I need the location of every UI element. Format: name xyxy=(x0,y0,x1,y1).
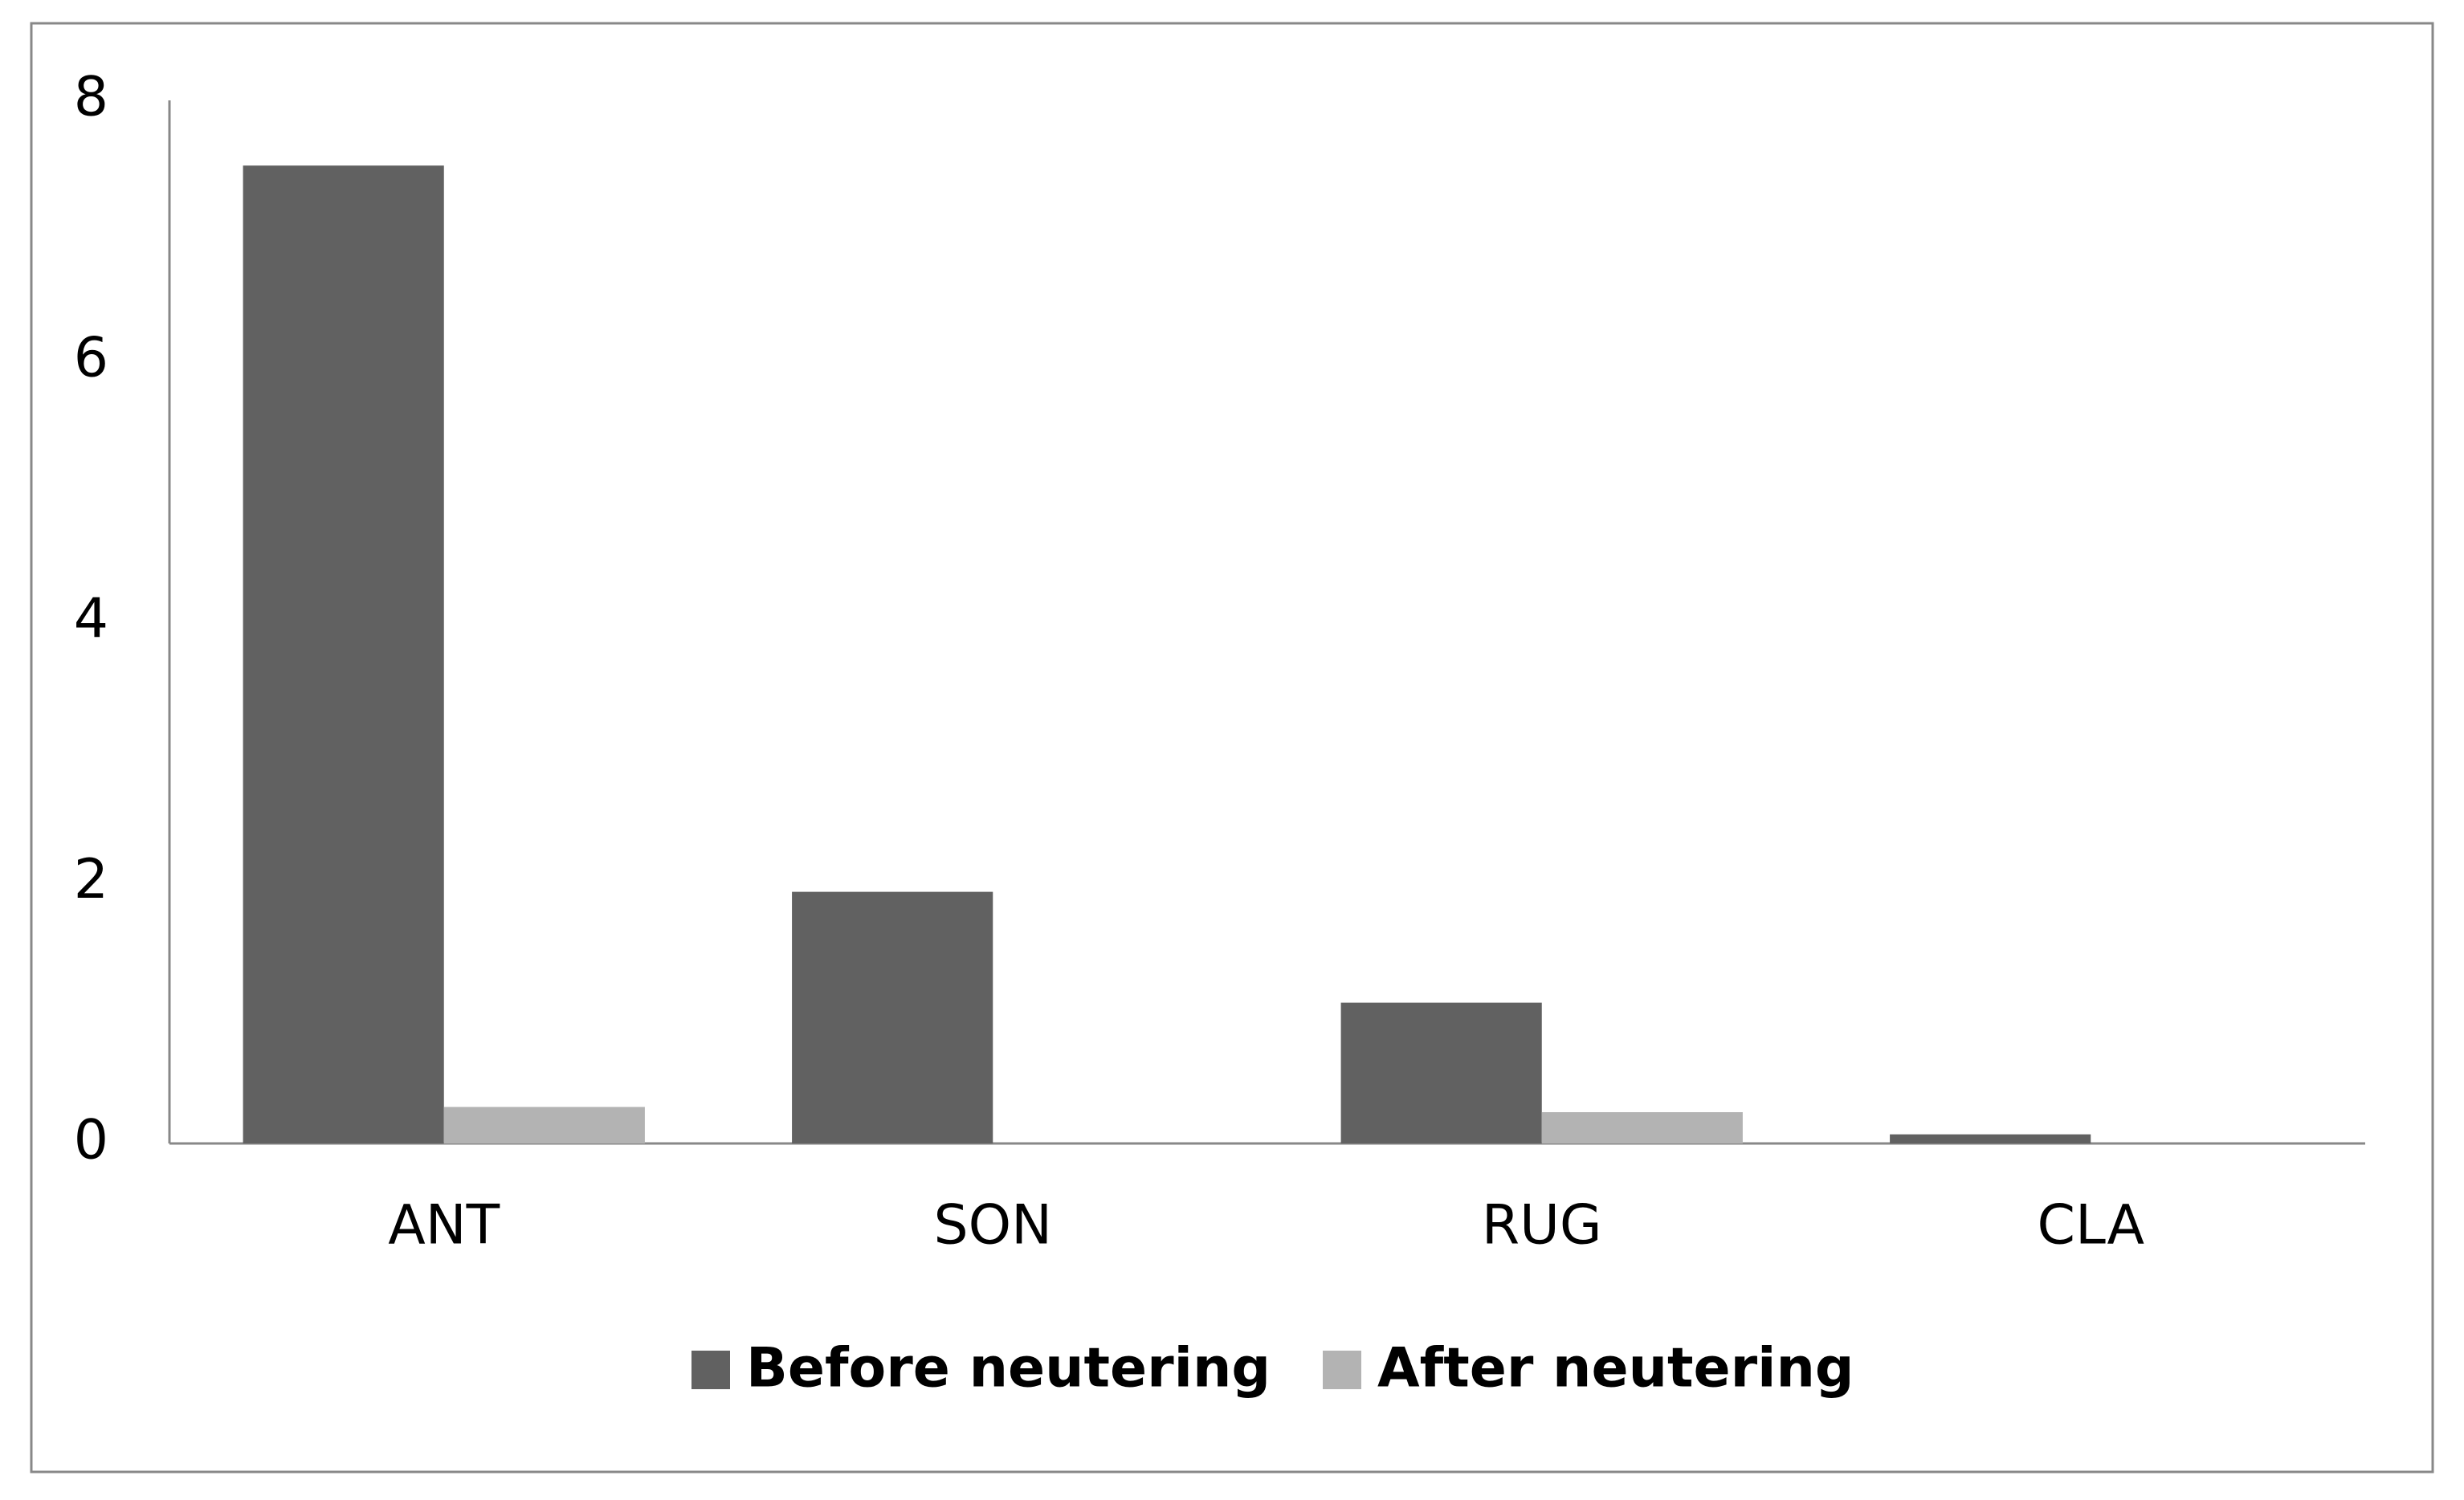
y-tick-label: 8 xyxy=(74,66,108,129)
legend-swatch xyxy=(691,1351,730,1389)
legend-label: After neutering xyxy=(1377,1337,1854,1400)
x-tick-label: SON xyxy=(933,1194,1052,1257)
y-tick-label: 0 xyxy=(74,1109,108,1172)
y-tick-label: 2 xyxy=(74,848,108,911)
legend-label: Before neutering xyxy=(746,1337,1271,1400)
bar xyxy=(1890,1134,2091,1143)
bar xyxy=(243,165,444,1143)
x-tick-label: CLA xyxy=(2038,1194,2144,1257)
x-tick-label: ANT xyxy=(388,1194,500,1257)
legend-swatch xyxy=(1323,1351,1361,1389)
y-tick-label: 6 xyxy=(74,326,108,389)
bar xyxy=(1541,1112,1743,1143)
x-tick-label: RUG xyxy=(1482,1194,1602,1257)
y-tick-label: 4 xyxy=(74,587,108,650)
bar xyxy=(443,1107,645,1143)
bar xyxy=(1340,1002,1542,1143)
bar xyxy=(792,891,993,1143)
